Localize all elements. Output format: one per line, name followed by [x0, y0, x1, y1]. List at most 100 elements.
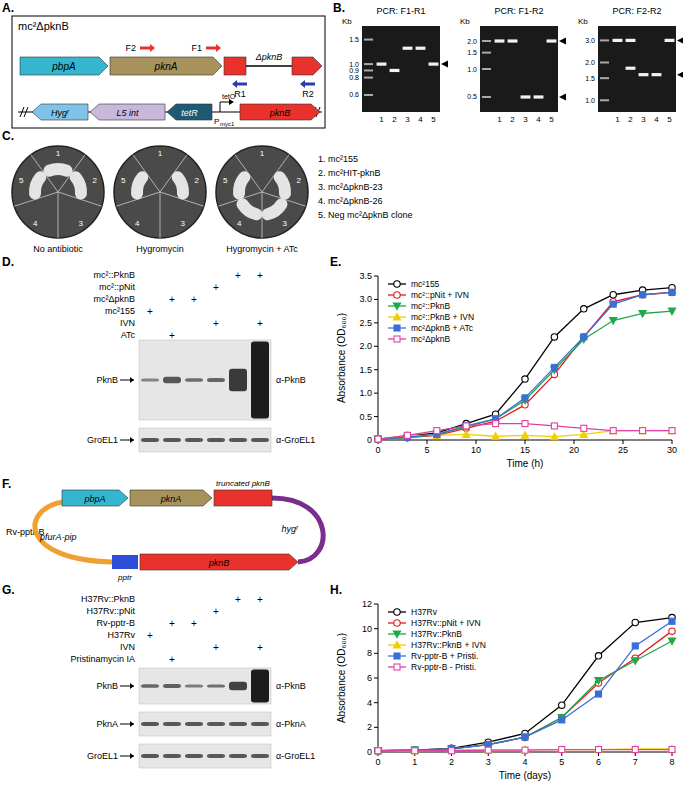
ladder-band [482, 68, 491, 70]
row-label: Pristinamycin IA [70, 654, 135, 664]
row-label: IVN [120, 318, 135, 328]
panel-label: G. [2, 583, 15, 597]
legend-entry: mc²155 [411, 279, 440, 289]
antibody-label: α-PknB [276, 681, 306, 691]
strain: 2. mc²HIT-pknB [318, 168, 381, 178]
ladder-band [600, 99, 609, 101]
series-line [378, 621, 672, 751]
band [390, 69, 400, 72]
marker [394, 292, 400, 298]
sector-line [160, 192, 161, 238]
blot-band [251, 754, 269, 758]
blot-band [251, 438, 269, 442]
tick-label: 1.5 [359, 365, 372, 375]
marker [669, 618, 675, 624]
gene-arrow [292, 57, 322, 75]
blot [139, 712, 271, 736]
blot-band [163, 377, 181, 383]
sector-number: 3 [180, 219, 185, 228]
gene-label: truncated pknB [216, 479, 270, 488]
tick [574, 440, 575, 444]
plus: + [169, 618, 175, 629]
tick-label: 0 [375, 445, 380, 455]
tick [374, 369, 378, 370]
marker [522, 395, 528, 401]
gel [362, 26, 440, 112]
tick-label: 15 [520, 445, 530, 455]
band [665, 39, 675, 42]
marker [632, 643, 638, 649]
marker [595, 677, 602, 684]
marker [412, 748, 418, 754]
strain: 1. mc²155 [318, 154, 358, 164]
primer-label: R2 [302, 89, 314, 99]
tick-label: 0 [375, 757, 380, 767]
gene-label: tetR [181, 108, 198, 118]
tick-label: 0.5 [359, 412, 372, 422]
lane-number: 3 [641, 115, 646, 124]
marker [374, 436, 381, 443]
marker [412, 747, 418, 753]
primer-arrow [140, 44, 155, 52]
marker [521, 746, 528, 753]
plus: + [213, 606, 219, 617]
marker [449, 748, 455, 754]
gel [598, 26, 676, 112]
sector-number: 3 [78, 219, 83, 228]
lane-number: 4 [418, 115, 423, 124]
sector-number: 2 [195, 176, 200, 185]
blot [139, 744, 271, 768]
tick [374, 346, 378, 347]
tick [427, 440, 428, 444]
band-label: GroEL1 [87, 751, 118, 761]
marker [640, 292, 646, 298]
marker [492, 433, 499, 440]
band [508, 39, 518, 42]
band [652, 73, 662, 76]
marker [463, 424, 470, 431]
marker [394, 325, 400, 331]
ladder-label: 2.0 [467, 38, 477, 45]
marker [412, 747, 418, 753]
band [495, 39, 505, 42]
strain: 4. mc²ΔpknB-26 [318, 196, 383, 206]
marker [375, 436, 381, 442]
label: tetO [222, 93, 236, 100]
marker [610, 292, 616, 298]
ladder-band [482, 40, 491, 42]
unit: Kb [460, 17, 470, 26]
gel-title: PCR: F1-R1 [376, 6, 425, 16]
blot-band [185, 684, 203, 687]
legend-entry: Rv-pptr-B - Pristi. [411, 662, 476, 672]
marker [394, 653, 400, 659]
lane-number: 5 [667, 115, 672, 124]
ladder-label: 1.5 [349, 36, 359, 43]
ladder-band [600, 39, 609, 41]
gene-block [224, 57, 246, 75]
plus: + [213, 282, 219, 293]
tick-label: 6 [596, 757, 601, 767]
marker [669, 428, 675, 434]
marker [668, 745, 675, 752]
marker [411, 747, 418, 754]
tick [374, 276, 378, 277]
antibody-label: α-GroEL1 [276, 435, 315, 445]
tick-label: 2 [449, 757, 454, 767]
plus: + [235, 594, 241, 605]
marker [375, 436, 381, 442]
sector-number: 1 [260, 149, 265, 158]
strain: 3. mc²ΔpknB-23 [318, 182, 383, 192]
marker [669, 628, 675, 634]
growth [137, 177, 142, 193]
marker [551, 423, 557, 429]
ladder-label: 0.8 [349, 74, 359, 81]
tick-label: 3 [486, 757, 491, 767]
tick-label: 10 [471, 445, 481, 455]
marker [632, 747, 638, 753]
break-mark [24, 107, 28, 117]
blot-band [141, 684, 159, 687]
marker [610, 318, 617, 325]
blot [139, 340, 271, 420]
plus: + [257, 270, 263, 281]
title: mc²ΔpknB [18, 20, 69, 32]
